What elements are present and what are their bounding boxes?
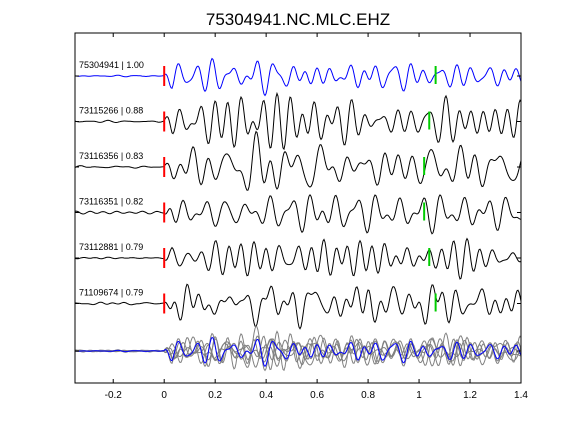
trace-line-1 [74,57,522,97]
x-tick-label: 0.6 [310,390,324,401]
trace-label-6: 71109674 | 0.79 [79,288,143,298]
x-tick-label: -0.2 [105,390,123,401]
x-tick-label: 1.2 [463,390,477,401]
chart-title: 75304941.NC.MLC.EHZ [206,10,390,29]
trace-label-2: 73115266 | 0.88 [79,106,143,116]
x-tick-label: 1 [416,390,422,401]
trace-line-4 [74,193,522,235]
stack-trace-6 [74,336,522,370]
stack-reference-trace [74,336,522,368]
x-tick-label: 1.4 [514,390,528,401]
trace-line-3 [74,130,522,191]
x-axis: -0.2 0 0.2 0.4 0.6 0.8 1 1.2 1.4 [105,33,528,401]
trace-line-6 [75,283,522,330]
x-tick-label: 0 [161,390,167,401]
plot-area: 75304941 | 1.00 73115266 | 0.88 73116356 |… [74,57,522,372]
trace-label-4: 73116351 | 0.82 [79,197,143,207]
axes-box [74,32,522,384]
x-tick-label: 0.4 [259,390,273,401]
trace-label-1: 75304941 | 1.00 [79,60,144,70]
x-tick-label: 0.8 [361,390,375,401]
trace-label-3: 73116356 | 0.83 [79,151,143,161]
trace-line-5 [74,237,522,280]
x-tick-label: 0.2 [208,390,222,401]
trace-label-5: 73112881 | 0.79 [79,242,143,252]
trace-line-2 [74,91,522,151]
